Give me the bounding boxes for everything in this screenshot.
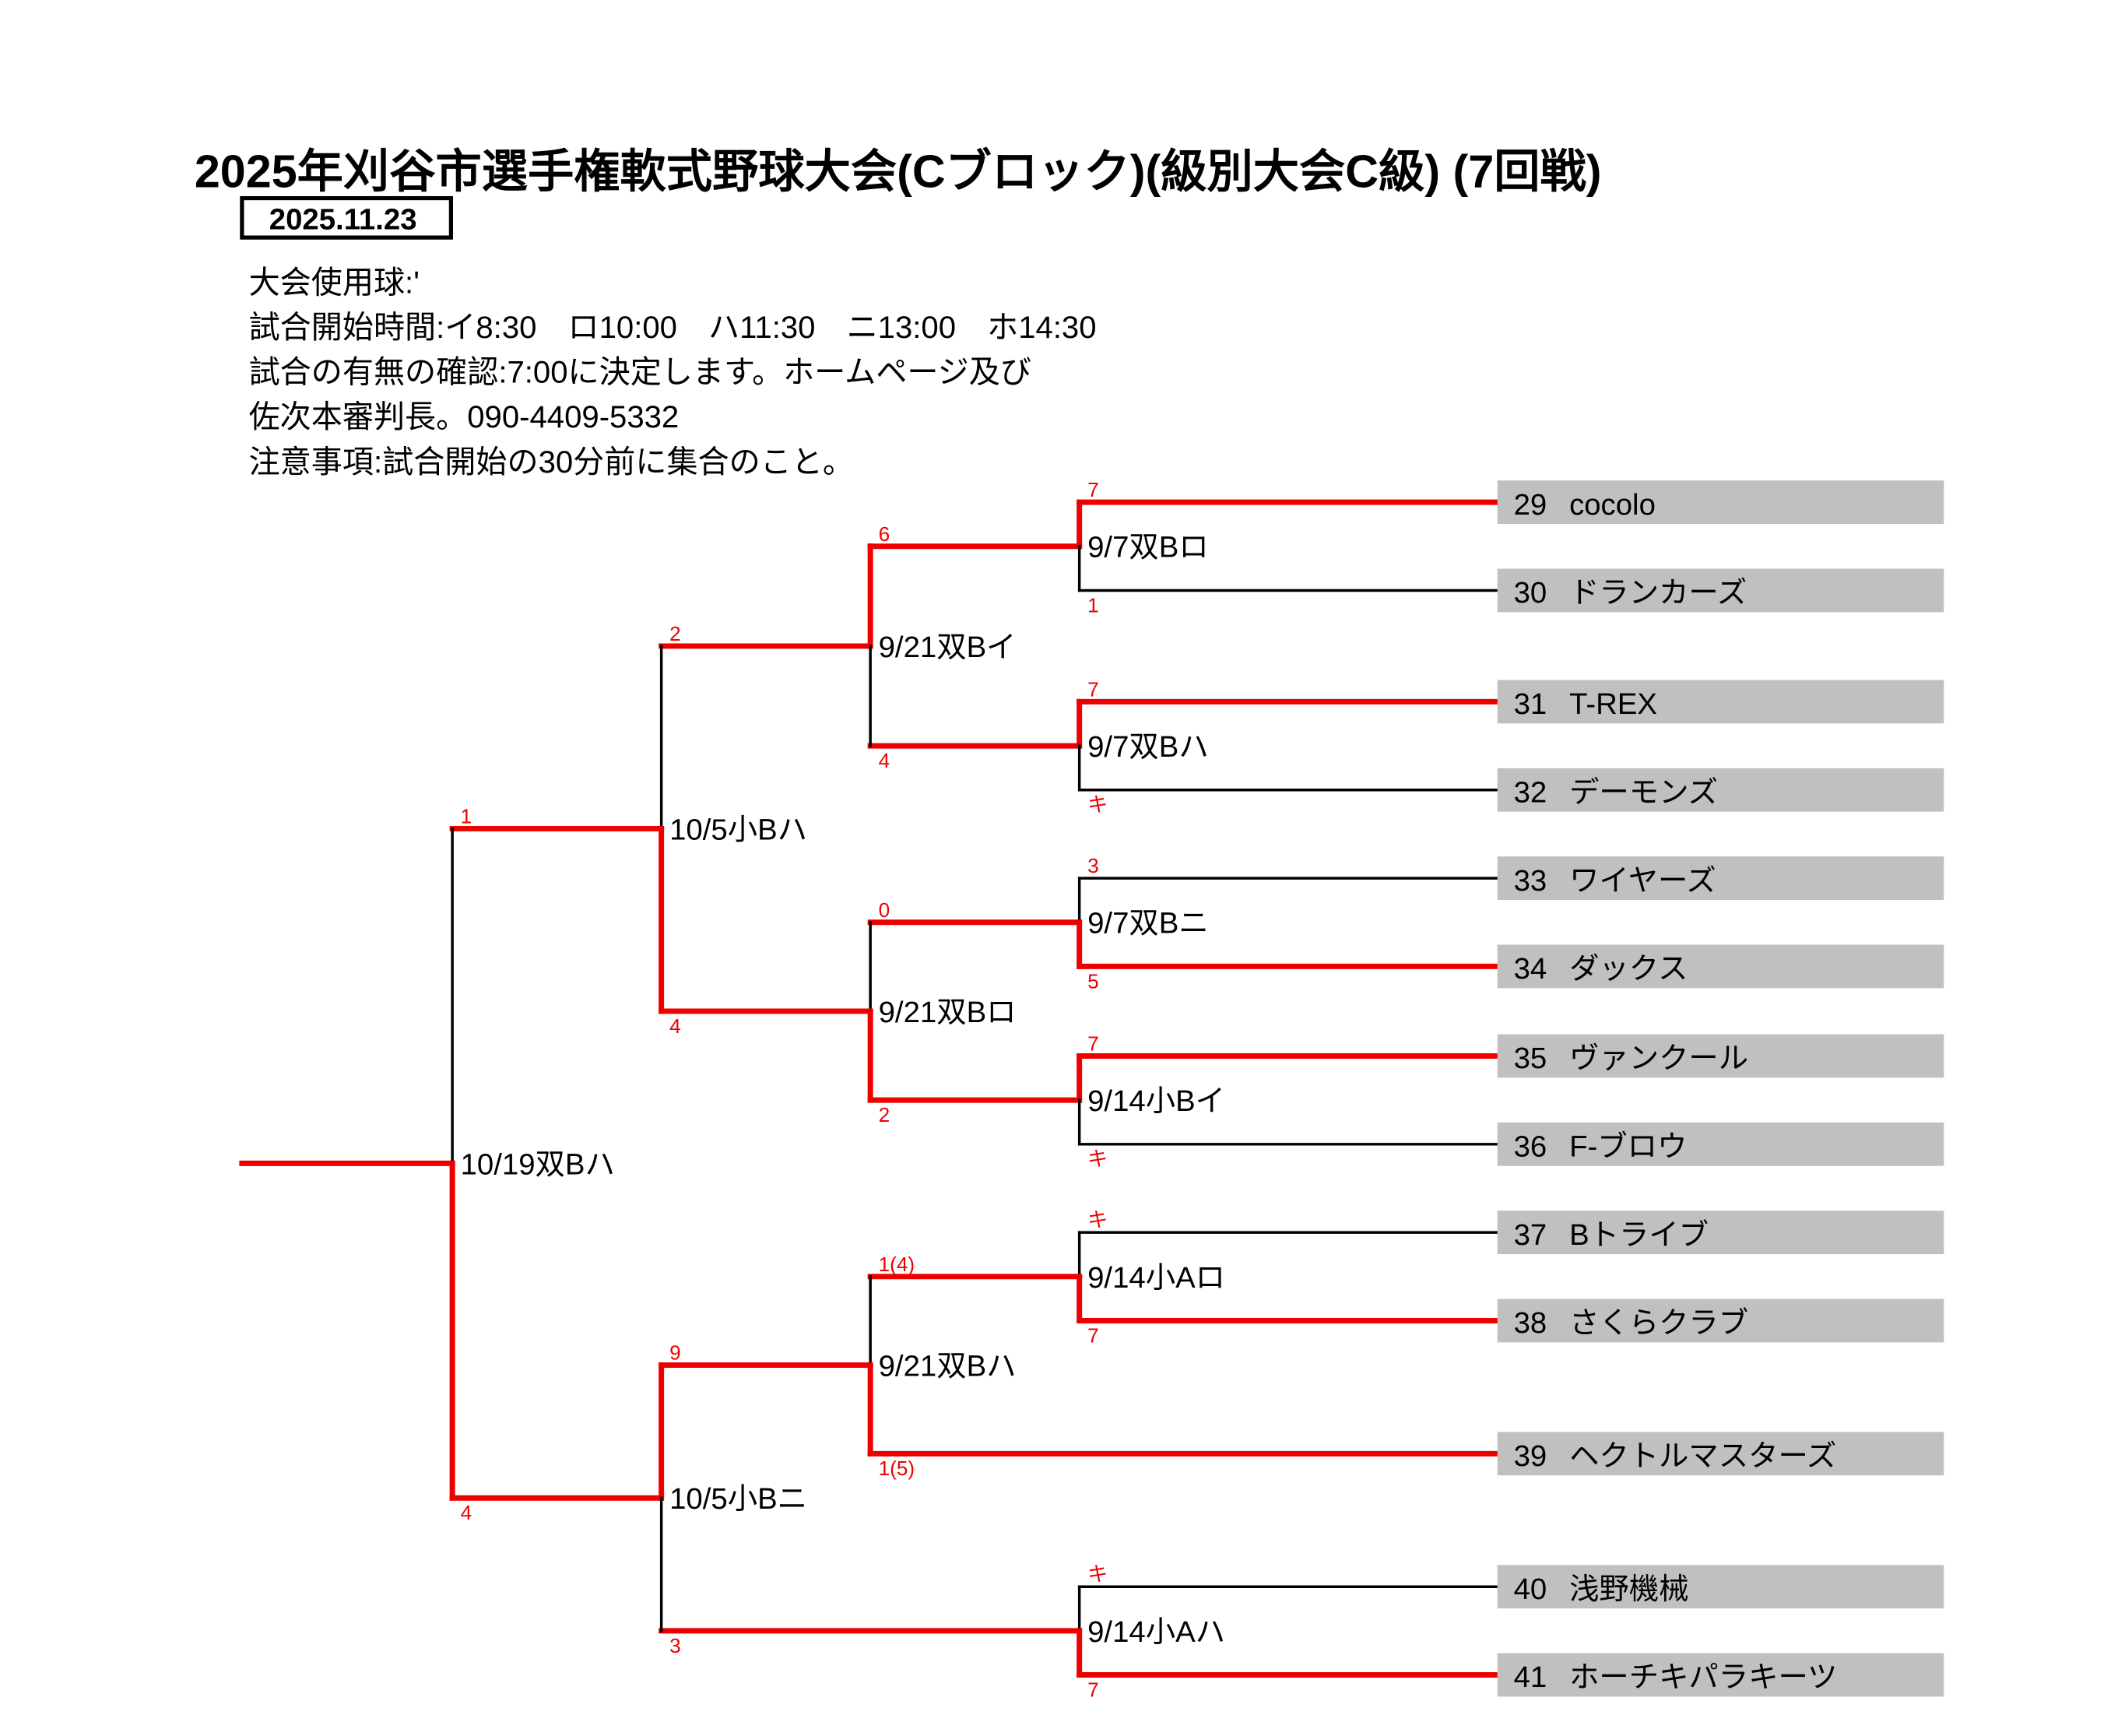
score-label: キ bbox=[1087, 793, 1108, 817]
score-label: キ bbox=[1087, 1147, 1108, 1171]
score-label: 4 bbox=[461, 1501, 472, 1524]
team-box bbox=[1497, 480, 1944, 525]
team-name: F-ブロウ bbox=[1569, 1130, 1687, 1164]
team-name: 浅野機械 bbox=[1569, 1573, 1688, 1606]
match-label: 9/21双Bロ bbox=[879, 996, 1017, 1029]
team-name: cocolo bbox=[1569, 488, 1656, 522]
score-label: 7 bbox=[1087, 677, 1099, 701]
team-name: ワイヤーズ bbox=[1569, 864, 1716, 898]
team-number: 34 bbox=[1514, 952, 1547, 986]
team-number: 31 bbox=[1514, 687, 1547, 721]
team-number: 33 bbox=[1514, 864, 1547, 898]
info-confirmation: 試合の有無の確認:7:00に決定します。ホームページ及び bbox=[249, 356, 1031, 390]
match-label: 9/7双Bロ bbox=[1087, 531, 1209, 564]
team-name: T-REX bbox=[1569, 687, 1657, 721]
team-box bbox=[1497, 1122, 1944, 1166]
team-name: Bトライブ bbox=[1569, 1218, 1709, 1252]
info-notes: 注意事項:試合開始の30分前に集合のこと。 bbox=[249, 445, 854, 480]
team-number: 29 bbox=[1514, 488, 1547, 522]
match-label: 9/21双Bイ bbox=[879, 631, 1017, 664]
score-label: 7 bbox=[1087, 1678, 1099, 1701]
team-box bbox=[1497, 944, 1944, 989]
team-number: 40 bbox=[1514, 1573, 1547, 1606]
team-number: 38 bbox=[1514, 1306, 1547, 1340]
score-label: 4 bbox=[879, 749, 890, 772]
team-number: 37 bbox=[1514, 1218, 1547, 1252]
team-box bbox=[1497, 680, 1944, 724]
team-name: ヴァンクール bbox=[1569, 1042, 1748, 1075]
team-box bbox=[1497, 1565, 1944, 1609]
bracket: 126719/7双Bロ47キ9/7双Bハ9/21双Bイ40359/7双Bニ27キ… bbox=[239, 478, 1944, 1701]
score-label: 1 bbox=[1087, 593, 1099, 617]
score-label: 6 bbox=[879, 522, 890, 546]
score-label: 7 bbox=[1087, 478, 1099, 501]
team-number: 35 bbox=[1514, 1042, 1547, 1075]
team-name: ホーチキパラキーツ bbox=[1569, 1660, 1837, 1694]
score-label: 1(4) bbox=[879, 1253, 915, 1276]
score-label: 5 bbox=[1087, 969, 1099, 993]
score-label: 1(5) bbox=[879, 1457, 915, 1480]
team-number: 32 bbox=[1514, 775, 1547, 809]
team-box bbox=[1497, 1653, 1944, 1697]
score-label: キ bbox=[1087, 1562, 1108, 1586]
info-ball: 大会使用球:' bbox=[249, 266, 420, 300]
team-box bbox=[1497, 568, 1944, 613]
team-name: デーモンズ bbox=[1569, 775, 1718, 809]
team-number: 36 bbox=[1514, 1130, 1547, 1164]
match-label: 9/14小Bイ bbox=[1087, 1084, 1225, 1118]
match-label: 9/21双Bハ bbox=[879, 1350, 1017, 1383]
team-name: ダックス bbox=[1569, 952, 1688, 986]
match-label: 9/14小Aハ bbox=[1087, 1615, 1225, 1649]
page-title: 2025年刈谷市選手権軟式野球大会(Cブロック)(級別大会C級) (7回戦) bbox=[195, 146, 1602, 198]
info-contact: 佐次本審判長。090-4409-5332 bbox=[249, 400, 680, 434]
score-label: 3 bbox=[669, 1634, 681, 1657]
score-label: 4 bbox=[669, 1014, 681, 1038]
team-box bbox=[1497, 1034, 1944, 1078]
date-box bbox=[240, 195, 454, 240]
score-label: 9 bbox=[669, 1341, 681, 1365]
score-label: 1 bbox=[461, 804, 472, 828]
match-label: 9/7双Bニ bbox=[1087, 907, 1209, 940]
score-label: 7 bbox=[1087, 1032, 1099, 1056]
score-label: 2 bbox=[669, 622, 681, 645]
score-label: 7 bbox=[1087, 1323, 1099, 1347]
match-label: 9/14小Aロ bbox=[1087, 1261, 1225, 1295]
score-label: キ bbox=[1087, 1208, 1108, 1232]
team-number: 30 bbox=[1514, 576, 1547, 610]
score-label: 0 bbox=[879, 898, 890, 922]
team-box bbox=[1497, 856, 1944, 900]
team-name: さくらクラブ bbox=[1569, 1306, 1748, 1340]
match-label: 10/5小Bハ bbox=[669, 813, 807, 846]
team-box bbox=[1497, 1211, 1944, 1255]
team-box bbox=[1497, 768, 1944, 812]
team-box bbox=[1497, 1432, 1944, 1476]
match-label: 10/5小Bニ bbox=[669, 1482, 807, 1516]
team-name: ドランカーズ bbox=[1569, 576, 1747, 610]
info-start-times: 試合開始時間:イ8:30 ロ10:00 ハ11:30 ニ13:00 ホ14:30 bbox=[249, 311, 1097, 345]
team-name: ヘクトルマスターズ bbox=[1569, 1439, 1836, 1473]
team-number: 39 bbox=[1514, 1439, 1547, 1473]
team-box bbox=[1497, 1298, 1944, 1343]
match-label: 10/19双Bハ bbox=[461, 1147, 615, 1181]
score-label: 2 bbox=[879, 1103, 890, 1126]
score-label: 3 bbox=[1087, 854, 1099, 877]
match-label: 9/7双Bハ bbox=[1087, 730, 1209, 764]
event-date: 2025.11.23 bbox=[269, 203, 417, 237]
team-number: 41 bbox=[1514, 1660, 1547, 1694]
